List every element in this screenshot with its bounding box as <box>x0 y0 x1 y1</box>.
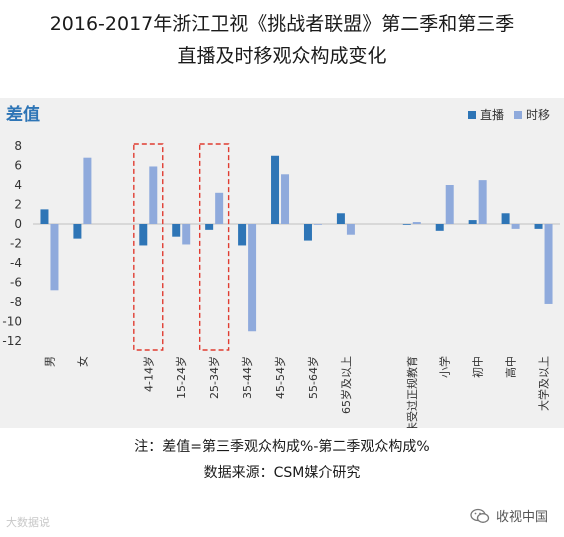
bar-live-9 <box>336 213 345 224</box>
x-tick-label: 4-14岁 <box>141 356 155 392</box>
bar-live-6 <box>238 224 247 246</box>
chart-title-line2: 直播及时移观众构成变化 <box>177 45 387 67</box>
x-tick-label: 大学及以上 <box>537 356 551 411</box>
x-tick-label: 初中 <box>471 356 485 378</box>
legend-swatch-live <box>467 110 476 119</box>
chart-title-line1: 2016-2017年浙江卫视《挑战者联盟》第二季和第三季 <box>49 13 515 35</box>
bar-timeshift-1 <box>83 157 92 224</box>
bar-live-0 <box>40 209 49 224</box>
x-tick-label: 55-64岁 <box>306 356 320 399</box>
bar-timeshift-8 <box>313 224 322 225</box>
chart-panel: 8 6 4 2 0 -2 -4 -6 -8 -10 -12 男 女 4-14岁 15-24岁 25-34岁 35… <box>0 98 564 428</box>
highlight-box-2 <box>198 143 230 351</box>
y-tick-label: -6 <box>10 276 22 290</box>
x-tick-label: 男 <box>43 356 56 367</box>
y-tick-label: -12 <box>2 334 22 348</box>
bar-live-1 <box>73 224 82 239</box>
legend: 直播 时移 <box>467 106 550 123</box>
bar-timeshift-14 <box>511 224 520 229</box>
chart-title: 2016-2017年浙江卫视《挑战者联盟》第二季和第三季 直播及时移观众构成变化 <box>0 8 564 72</box>
legend-label-live: 直播 <box>479 108 504 122</box>
source-note: 数据来源：CSM媒介研究 <box>203 465 361 481</box>
bar-live-12 <box>435 224 444 231</box>
x-tick-label: 小学 <box>438 356 452 378</box>
y-tick-label: 0 <box>14 217 22 231</box>
legend-item-timeshift: 时移 <box>513 106 550 123</box>
formula-note: 注：差值=第三季观众构成%-第二季观众构成% <box>134 439 430 455</box>
bar-timeshift-5 <box>215 192 224 224</box>
y-tick-label: -8 <box>10 295 22 309</box>
bar-timeshift-4 <box>182 224 191 245</box>
x-tick-label: 未受过正规教育 <box>405 356 419 428</box>
bar-live-15 <box>534 224 543 229</box>
legend-swatch-timeshift <box>513 110 522 119</box>
bar-timeshift-9 <box>346 224 355 235</box>
watermark-right: 收视中国 <box>470 506 548 525</box>
bar-timeshift-12 <box>445 185 454 224</box>
bar-timeshift-7 <box>281 174 290 224</box>
bar-chart: 8 6 4 2 0 -2 -4 -6 -8 -10 -12 男 女 4-14岁 15-24岁 25-34岁 35… <box>2 139 560 428</box>
bar-live-4 <box>172 224 181 237</box>
bar-live-13 <box>468 220 477 224</box>
bar-live-5 <box>205 224 214 230</box>
x-tick-label: 65岁及以上 <box>339 356 353 414</box>
bar-timeshift-13 <box>478 180 487 224</box>
y-tick-label: 8 <box>14 139 22 153</box>
x-tick-label: 女 <box>75 356 89 367</box>
y-tick-label: 2 <box>14 198 22 212</box>
x-tick-label: 15-24岁 <box>174 356 188 399</box>
y-tick-label: -10 <box>2 315 22 329</box>
bar-live-3 <box>139 224 148 246</box>
bar-timeshift-6 <box>248 224 257 332</box>
x-tick-label: 45-54岁 <box>273 356 287 399</box>
bar-timeshift-11 <box>412 222 421 224</box>
watermark-right-text: 收视中国 <box>495 510 548 525</box>
bar-timeshift-3 <box>149 166 158 224</box>
bar-live-11 <box>402 224 411 225</box>
y-axis-label: 差值 <box>6 105 40 125</box>
wechat-icon <box>470 508 490 523</box>
x-tick-label: 高中 <box>504 356 518 378</box>
y-tick-label: -4 <box>10 256 22 270</box>
bar-live-8 <box>303 224 312 241</box>
x-tick-label: 35-44岁 <box>240 356 254 399</box>
legend-item-live: 直播 <box>467 106 504 123</box>
y-tick-label: 4 <box>14 178 22 192</box>
notes: 注：差值=第三季观众构成%-第二季观众构成% 数据来源：CSM媒介研究 <box>0 434 564 486</box>
legend-label-timeshift: 时移 <box>525 108 550 122</box>
bar-live-7 <box>271 155 280 224</box>
y-tick-label: -2 <box>10 237 22 251</box>
bar-live-14 <box>501 213 510 224</box>
y-tick-label: 6 <box>14 159 22 173</box>
x-tick-label: 25-34岁 <box>207 356 221 399</box>
watermark-left: 大数据说 <box>6 516 50 529</box>
highlight-box-1 <box>133 143 164 351</box>
bar-timeshift-15 <box>544 224 553 304</box>
bar-timeshift-0 <box>50 224 59 291</box>
